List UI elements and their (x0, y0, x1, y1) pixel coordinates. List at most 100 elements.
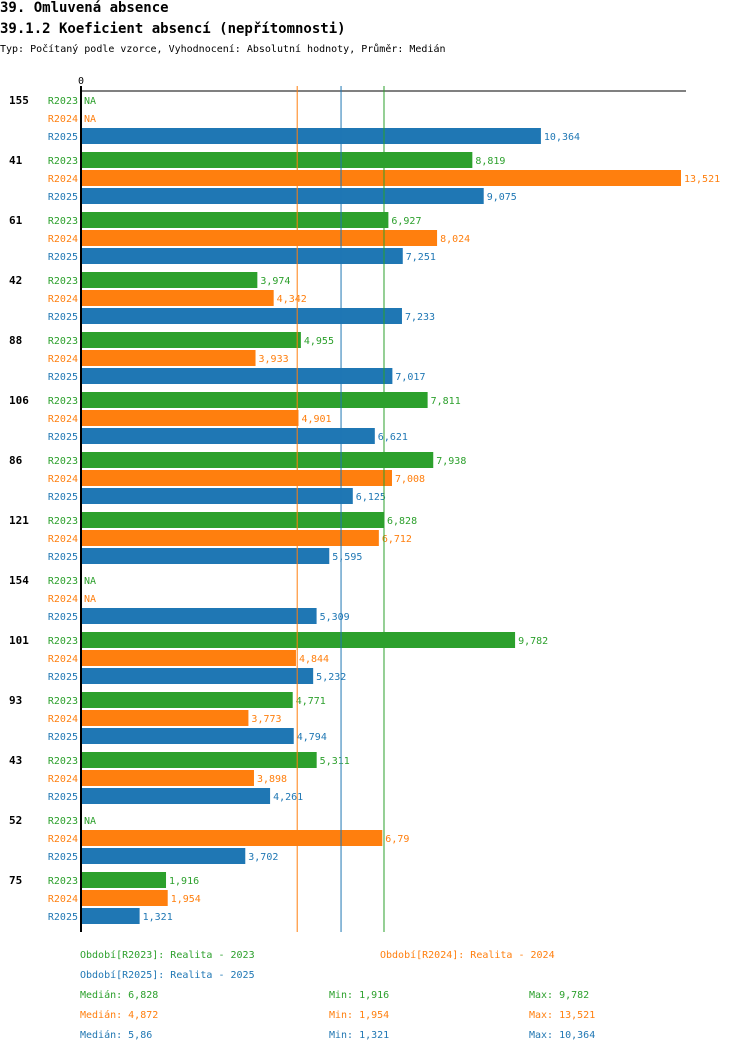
bar-r2025 (81, 608, 317, 624)
series-label-r2023: R2023 (48, 876, 78, 887)
series-label-r2024: R2024 (48, 654, 78, 665)
series-label-r2024: R2024 (48, 414, 78, 425)
bar-r2024 (81, 170, 681, 186)
series-label-r2025: R2025 (48, 372, 78, 383)
series-label-r2025: R2025 (48, 912, 78, 923)
legend-min-r2023: Min: 1,916 (329, 990, 389, 1001)
bar-r2024 (81, 230, 438, 246)
series-label-r2023: R2023 (48, 636, 78, 647)
series-label-r2023: R2023 (48, 156, 78, 167)
series-label-r2025: R2025 (48, 732, 78, 743)
bar-r2025 (81, 668, 314, 684)
series-label-r2025: R2025 (48, 312, 78, 323)
bar-r2023 (81, 452, 434, 468)
data-label: 5,595 (332, 552, 362, 563)
bar-r2023 (81, 152, 473, 168)
data-label: 3,702 (248, 852, 278, 863)
bar-r2025 (81, 368, 393, 384)
data-label: 3,898 (257, 774, 287, 785)
series-label-r2024: R2024 (48, 534, 78, 545)
bar-r2024 (81, 530, 379, 546)
bar-r2024 (81, 350, 256, 366)
bar-r2023 (81, 212, 389, 228)
legend-median-r2023: Medián: 6,828 (80, 989, 158, 1001)
data-label: 4,844 (299, 654, 329, 665)
data-label: 5,232 (316, 672, 346, 683)
legend-median-r2025: Medián: 5,86 (80, 1029, 152, 1041)
bar-r2025 (81, 908, 140, 924)
series-label-r2025: R2025 (48, 792, 78, 803)
series-label-r2023: R2023 (48, 96, 78, 107)
data-label: 7,811 (431, 396, 461, 407)
bar-r2025 (81, 188, 484, 204)
data-label: 6,927 (391, 216, 421, 227)
series-label-r2024: R2024 (48, 474, 78, 485)
category-label: 43 (9, 754, 22, 767)
series-label-r2023: R2023 (48, 816, 78, 827)
bar-r2024 (81, 470, 392, 486)
legend-min-r2024: Min: 1,954 (329, 1010, 389, 1021)
data-label: 3,933 (259, 354, 289, 365)
category-label: 61 (9, 214, 23, 227)
series-label-r2025: R2025 (48, 432, 78, 443)
data-label: 6,712 (382, 534, 412, 545)
data-label: 4,342 (277, 294, 307, 305)
series-label-r2025: R2025 (48, 672, 78, 683)
bar-r2025 (81, 728, 294, 744)
page-title: 39. Omluvená absence (0, 0, 169, 16)
bar-r2023 (81, 512, 384, 528)
series-label-r2025: R2025 (48, 552, 78, 563)
series-label-r2024: R2024 (48, 294, 78, 305)
series-label-r2023: R2023 (48, 516, 78, 527)
data-label: 1,916 (169, 876, 199, 887)
na-label: NA (84, 96, 96, 107)
series-label-r2023: R2023 (48, 576, 78, 587)
na-label: NA (84, 576, 96, 587)
bar-r2025 (81, 488, 353, 504)
data-label: 3,974 (260, 276, 290, 287)
legend-period-r2023: Období[R2023]: Realita - 2023 (80, 949, 255, 961)
category-label: 52 (9, 814, 22, 827)
bar-r2025 (81, 128, 541, 144)
legend-median-r2024: Medián: 4,872 (80, 1009, 158, 1021)
data-label: 8,024 (440, 234, 470, 245)
series-label-r2025: R2025 (48, 612, 78, 623)
data-label: 6,621 (378, 432, 408, 443)
category-label: 106 (9, 394, 29, 407)
data-label: 13,521 (684, 174, 720, 185)
data-label: 9,782 (518, 636, 548, 647)
bar-r2025 (81, 848, 246, 864)
data-label: 4,955 (304, 336, 334, 347)
bar-r2024 (81, 410, 299, 426)
series-label-r2025: R2025 (48, 492, 78, 503)
bar-r2023 (81, 872, 167, 888)
data-label: 1,954 (171, 894, 201, 905)
series-label-r2024: R2024 (48, 114, 78, 125)
series-label-r2024: R2024 (48, 834, 78, 845)
series-label-r2023: R2023 (48, 756, 78, 767)
category-label: 121 (9, 514, 29, 527)
data-label: 6,828 (387, 516, 417, 527)
legend-max-r2024: Max: 13,521 (529, 1010, 595, 1021)
bar-r2025 (81, 788, 271, 804)
bar-r2024 (81, 290, 274, 306)
category-label: 154 (9, 574, 29, 587)
series-label-r2025: R2025 (48, 252, 78, 263)
bar-r2024 (81, 770, 254, 786)
series-label-r2024: R2024 (48, 774, 78, 785)
data-label: 7,251 (406, 252, 436, 263)
data-label: 7,233 (405, 312, 435, 323)
na-label: NA (84, 594, 96, 605)
data-label: 1,321 (143, 912, 173, 923)
category-label: 93 (9, 694, 22, 707)
data-label: 7,008 (395, 474, 425, 485)
data-label: 7,938 (436, 456, 466, 467)
data-label: 3,773 (251, 714, 281, 725)
series-label-r2023: R2023 (48, 696, 78, 707)
data-label: 6,79 (385, 834, 409, 845)
bar-r2024 (81, 830, 383, 846)
data-label: 7,017 (395, 372, 425, 383)
category-label: 42 (9, 274, 22, 287)
category-label: 41 (9, 154, 23, 167)
